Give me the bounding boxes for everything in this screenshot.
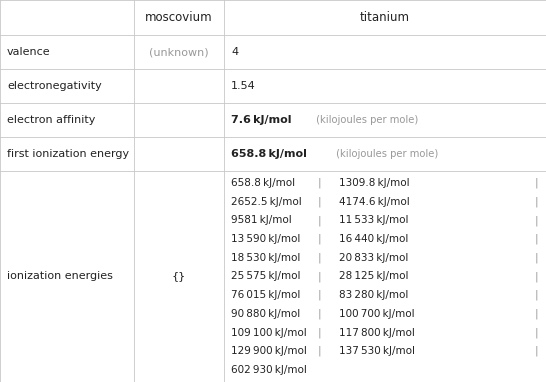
Text: ionization energies: ionization energies [7, 272, 113, 282]
Text: |: | [535, 346, 538, 356]
Text: 1309.8 kJ/mol: 1309.8 kJ/mol [339, 178, 409, 188]
Text: titanium: titanium [360, 11, 410, 24]
Text: |: | [535, 327, 538, 338]
Text: electron affinity: electron affinity [7, 115, 96, 125]
Text: electronegativity: electronegativity [7, 81, 102, 91]
Text: 11 533 kJ/mol: 11 533 kJ/mol [339, 215, 408, 225]
Text: |: | [535, 215, 538, 226]
Text: moscovium: moscovium [145, 11, 212, 24]
Text: 109 100 kJ/mol: 109 100 kJ/mol [231, 327, 307, 338]
Text: |: | [318, 271, 321, 282]
Text: 117 800 kJ/mol: 117 800 kJ/mol [339, 327, 414, 338]
Text: 658.8 kJ/mol: 658.8 kJ/mol [231, 178, 295, 188]
Text: (kilojoules per mole): (kilojoules per mole) [313, 115, 419, 125]
Text: 602 930 kJ/mol: 602 930 kJ/mol [231, 365, 307, 375]
Text: |: | [318, 253, 321, 263]
Text: 16 440 kJ/mol: 16 440 kJ/mol [339, 234, 408, 244]
Text: |: | [318, 290, 321, 300]
Text: |: | [535, 197, 538, 207]
Text: |: | [535, 290, 538, 300]
Text: 2652.5 kJ/mol: 2652.5 kJ/mol [231, 197, 302, 207]
Text: |: | [535, 234, 538, 244]
Text: 28 125 kJ/mol: 28 125 kJ/mol [339, 272, 408, 282]
Text: |: | [535, 178, 538, 188]
Text: 658.8 kJ/mol: 658.8 kJ/mol [231, 149, 307, 159]
Text: first ionization energy: first ionization energy [7, 149, 129, 159]
Text: 25 575 kJ/mol: 25 575 kJ/mol [231, 272, 300, 282]
Text: (kilojoules per mole): (kilojoules per mole) [333, 149, 438, 159]
Text: |: | [318, 346, 321, 356]
Text: 9581 kJ/mol: 9581 kJ/mol [231, 215, 292, 225]
Text: |: | [318, 197, 321, 207]
Text: 18 530 kJ/mol: 18 530 kJ/mol [231, 253, 300, 263]
Text: 20 833 kJ/mol: 20 833 kJ/mol [339, 253, 408, 263]
Text: 4174.6 kJ/mol: 4174.6 kJ/mol [339, 197, 410, 207]
Text: |: | [318, 309, 321, 319]
Text: |: | [535, 309, 538, 319]
Text: |: | [318, 215, 321, 226]
Text: 7.6 kJ/mol: 7.6 kJ/mol [231, 115, 292, 125]
Text: 90 880 kJ/mol: 90 880 kJ/mol [231, 309, 300, 319]
Text: 100 700 kJ/mol: 100 700 kJ/mol [339, 309, 414, 319]
Text: |: | [318, 327, 321, 338]
Text: |: | [535, 271, 538, 282]
Text: {}: {} [171, 272, 186, 282]
Text: 1.54: 1.54 [231, 81, 256, 91]
Text: 129 900 kJ/mol: 129 900 kJ/mol [231, 346, 307, 356]
Text: |: | [318, 234, 321, 244]
Text: |: | [535, 253, 538, 263]
Text: 4: 4 [231, 47, 238, 57]
Text: |: | [318, 178, 321, 188]
Text: 13 590 kJ/mol: 13 590 kJ/mol [231, 234, 300, 244]
Text: 137 530 kJ/mol: 137 530 kJ/mol [339, 346, 414, 356]
Text: valence: valence [7, 47, 51, 57]
Text: (unknown): (unknown) [149, 47, 209, 57]
Text: 76 015 kJ/mol: 76 015 kJ/mol [231, 290, 300, 300]
Text: 83 280 kJ/mol: 83 280 kJ/mol [339, 290, 408, 300]
